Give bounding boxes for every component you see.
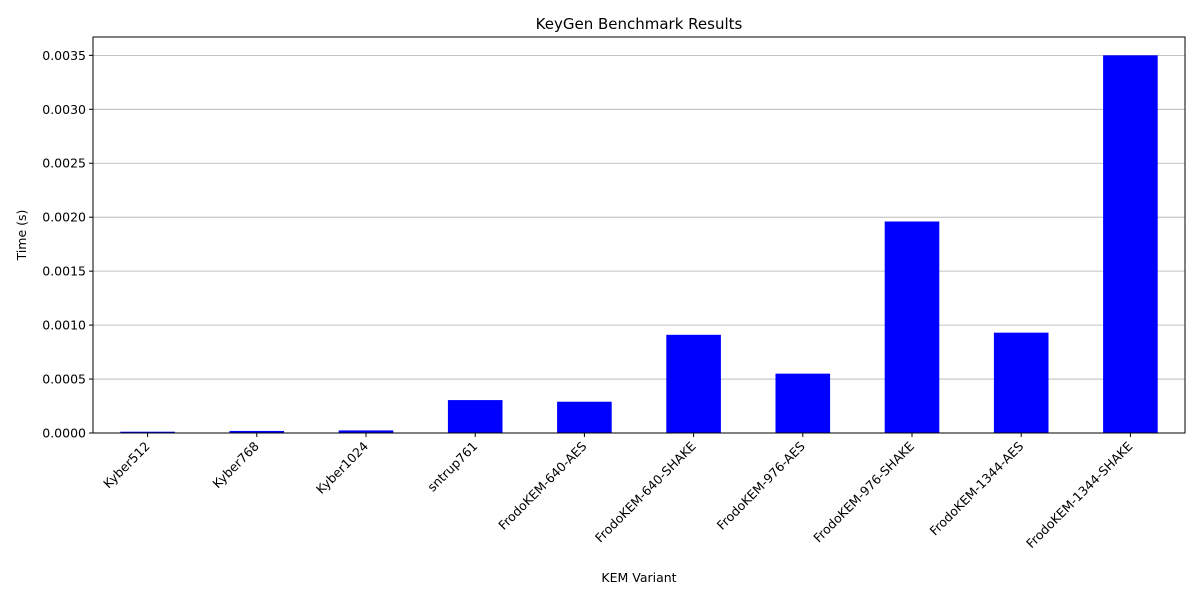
bar-sntrup761 [447, 400, 503, 433]
x-tick-label: Kyber512 [100, 439, 153, 492]
bar-frodokem-976-shake [884, 221, 940, 433]
grid [93, 54, 1185, 434]
x-tick-label: FrodoKEM-976-SHAKE [810, 438, 917, 545]
bar-frodokem-1344-aes [993, 332, 1049, 433]
chart-title: KeyGen Benchmark Results [536, 15, 743, 33]
y-axis-label: Time (s) [14, 210, 29, 262]
y-tick-label: 0.0015 [42, 264, 86, 279]
y-tick-label: 0.0000 [42, 426, 86, 441]
bars [120, 55, 1158, 433]
x-tick-label: FrodoKEM-640-SHAKE [592, 438, 699, 545]
x-tick-label: FrodoKEM-640-AES [495, 438, 589, 532]
x-tick-label: Kyber768 [209, 438, 262, 491]
x-tick-label: FrodoKEM-1344-AES [926, 438, 1026, 538]
x-tick-label: FrodoKEM-1344-SHAKE [1023, 438, 1136, 551]
y-tick-label: 0.0030 [42, 102, 86, 117]
x-axis-label: KEM Variant [601, 570, 676, 585]
bar-frodokem-976-aes [775, 373, 831, 433]
bar-frodokem-640-aes [557, 401, 612, 433]
x-tick-label: FrodoKEM-976-AES [714, 438, 808, 532]
y-tick-label: 0.0020 [42, 210, 86, 225]
bar-frodokem-640-shake [666, 334, 721, 433]
y-tick-label: 0.0035 [42, 48, 86, 63]
bar-kyber512 [120, 431, 175, 433]
x-axis-ticks: Kyber512 Kyber768 Kyber1024 sntrup761 FrodoK… [100, 433, 1136, 551]
y-axis-ticks: 0.0000 0.0005 0.0010 0.0015 0.0020 0.0025 0.00… [42, 48, 93, 441]
bar-kyber1024 [338, 430, 394, 433]
plot-frame [92, 36, 1186, 434]
bar-frodokem-1344-shake [1103, 55, 1158, 433]
y-tick-label: 0.0010 [42, 318, 86, 333]
x-tick-label: sntrup761 [424, 439, 480, 495]
bar-kyber768 [229, 430, 285, 433]
y-tick-label: 0.0005 [42, 372, 86, 387]
x-tick-label: Kyber1024 [313, 438, 371, 496]
y-tick-label: 0.0025 [42, 156, 86, 171]
